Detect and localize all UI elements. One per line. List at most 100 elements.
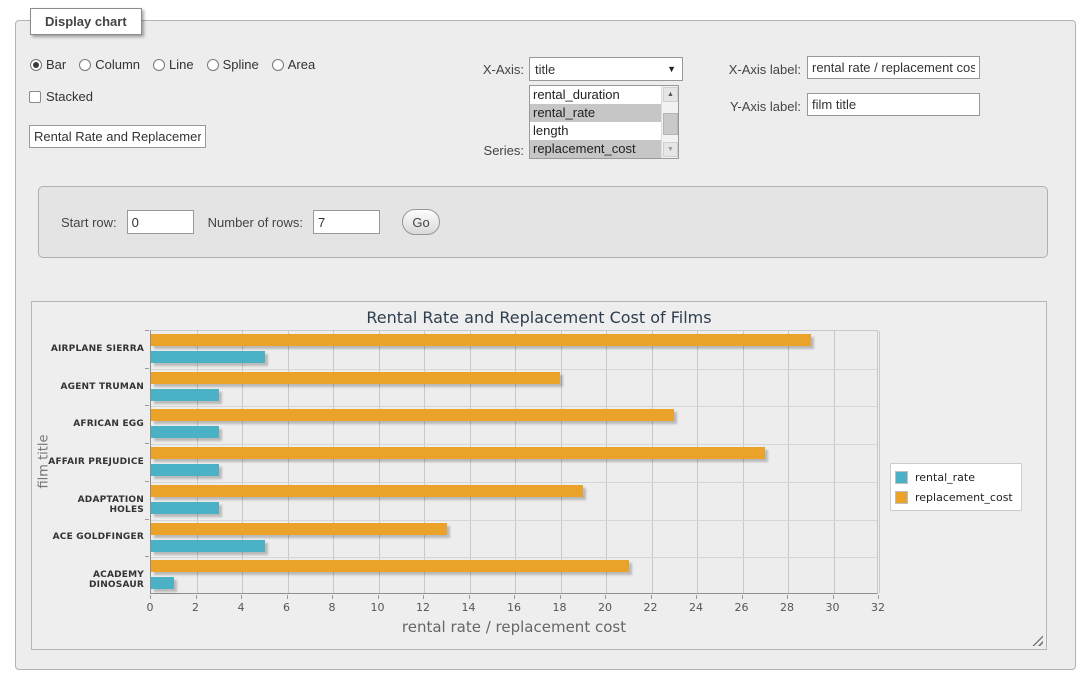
y-tickmark (145, 367, 149, 369)
radio-column[interactable]: Column (79, 57, 140, 72)
x-tick-label: 24 (689, 601, 703, 614)
bar-rental_rate (151, 388, 220, 401)
x-tick-label: 6 (283, 601, 290, 614)
radio-label: Area (287, 57, 316, 72)
x-tick-label: 26 (734, 601, 749, 614)
chart-title-input[interactable] (29, 125, 206, 148)
start-row-input[interactable] (126, 210, 194, 234)
bar-replacement_cost (151, 334, 811, 346)
x-tickmark (878, 595, 879, 599)
category-label: ACE GOLDFINGER (52, 532, 144, 543)
bar-replacement_cost (151, 522, 447, 535)
radio-label: Line (169, 57, 194, 72)
series-scrollbar[interactable]: ▲ ▼ (661, 86, 678, 158)
chevron-down-icon: ▼ (667, 64, 676, 74)
legend-swatch (895, 490, 908, 504)
chart-x-axis-title: rental rate / replacement cost (401, 618, 627, 636)
radio-area[interactable]: Area (271, 57, 316, 72)
display-chart-fieldset: Display chart Bar Column Line Spline Area St… (15, 8, 1076, 670)
x-tick-label: 10 (370, 601, 385, 614)
x-tick-label: 20 (598, 601, 612, 614)
series-option-length[interactable]: length (533, 123, 569, 138)
series-option-rental_duration[interactable]: rental_duration (533, 87, 620, 102)
radio-circle[interactable] (206, 58, 219, 71)
x-tick-label: 18 (552, 601, 567, 614)
gridline-h (151, 368, 877, 370)
gridline-h (151, 481, 877, 483)
stacked-checkbox[interactable] (29, 90, 41, 103)
y-tickmark (145, 556, 149, 558)
series-option-rental_rate[interactable]: rental_rate (530, 104, 661, 122)
fieldset-legend: Display chart (30, 8, 142, 35)
bar-replacement_cost (151, 447, 766, 460)
x-tick-label: 32 (871, 601, 885, 614)
bar-rental_rate (151, 501, 220, 514)
gridline-v (697, 331, 698, 593)
x-tickmark (377, 595, 379, 599)
radio-circle[interactable] (79, 58, 92, 71)
category-label: ADAPTATION HOLES (77, 494, 144, 515)
bar-rental_rate (151, 426, 220, 439)
x-axis-select-label: X-Axis: (482, 62, 524, 77)
y-tickmark (145, 443, 149, 445)
x-tickmark (423, 595, 424, 599)
x-tick-label: 22 (643, 601, 658, 614)
y-tickmark (145, 480, 149, 482)
stacked-checkbox-row[interactable]: Stacked (29, 89, 93, 104)
x-tick-label: 2 (192, 601, 199, 614)
gridline-v (560, 331, 562, 593)
scroll-down-icon[interactable]: ▼ (663, 142, 678, 157)
x-tick-label: 28 (780, 601, 794, 614)
scrollbar-thumb[interactable] (663, 113, 678, 135)
bar-rental_rate (151, 351, 265, 363)
x-tickmark (332, 595, 333, 599)
x-axis-label-input[interactable] (807, 56, 980, 79)
gridline-v (469, 331, 471, 593)
radio-circle[interactable] (153, 58, 166, 71)
category-label: AFRICAN EGG (73, 419, 144, 430)
series-listbox[interactable]: rental_duration rental_rate length replacem… (529, 85, 679, 159)
gridline-v (333, 331, 334, 593)
legend-label: rental_rate (915, 470, 975, 484)
x-tickmark (832, 595, 834, 599)
y-axis-label-input[interactable] (807, 93, 980, 116)
scroll-up-icon[interactable]: ▲ (663, 87, 678, 102)
bar-replacement_cost (151, 409, 675, 422)
row-range-panel: Start row: Number of rows: Go (38, 186, 1048, 258)
radio-spline[interactable]: Spline (206, 57, 259, 72)
x-tickmark (741, 595, 743, 599)
resize-handle-icon[interactable] (1032, 635, 1043, 646)
x-tick-label: 30 (825, 601, 840, 614)
radio-label: Spline (222, 57, 259, 72)
x-tickmark (514, 595, 515, 599)
x-tick-label: 16 (507, 601, 521, 614)
category-label: AFFAIR PREJUDICE (48, 457, 144, 467)
gridline-v (424, 331, 425, 593)
gridline-h (151, 406, 877, 408)
x-axis-select[interactable]: title ▼ (529, 57, 683, 81)
y-tickmark (145, 405, 149, 407)
radio-circle[interactable] (271, 58, 284, 71)
y-axis-label-field-label: Y-Axis label: (729, 99, 801, 114)
number-of-rows-input[interactable] (313, 210, 380, 234)
gridline-v (606, 331, 607, 593)
legend-swatch (895, 470, 908, 484)
series-options: rental_duration rental_rate length replacem… (530, 86, 661, 158)
radio-bar[interactable]: Bar (30, 57, 66, 72)
gridline-v (879, 331, 880, 593)
chart-type-radio-group: Bar Column Line Spline Area (30, 57, 315, 72)
x-tickmark (195, 595, 197, 599)
gridline-v (196, 331, 198, 593)
x-tickmark (286, 595, 288, 599)
x-tick-label: 8 (328, 601, 336, 614)
series-option-replacement_cost[interactable]: replacement_cost (530, 140, 661, 158)
x-tickmark (241, 595, 242, 599)
gridline-v (742, 331, 744, 593)
chart-panel: Rental Rate and Replacement Cost of Film… (31, 301, 1047, 650)
x-tick-label: 0 (146, 601, 154, 614)
radio-label: Column (95, 57, 141, 72)
go-button[interactable]: Go (402, 209, 440, 235)
bar-replacement_cost (151, 484, 584, 497)
radio-line[interactable]: Line (153, 57, 194, 72)
radio-circle[interactable] (30, 58, 42, 71)
